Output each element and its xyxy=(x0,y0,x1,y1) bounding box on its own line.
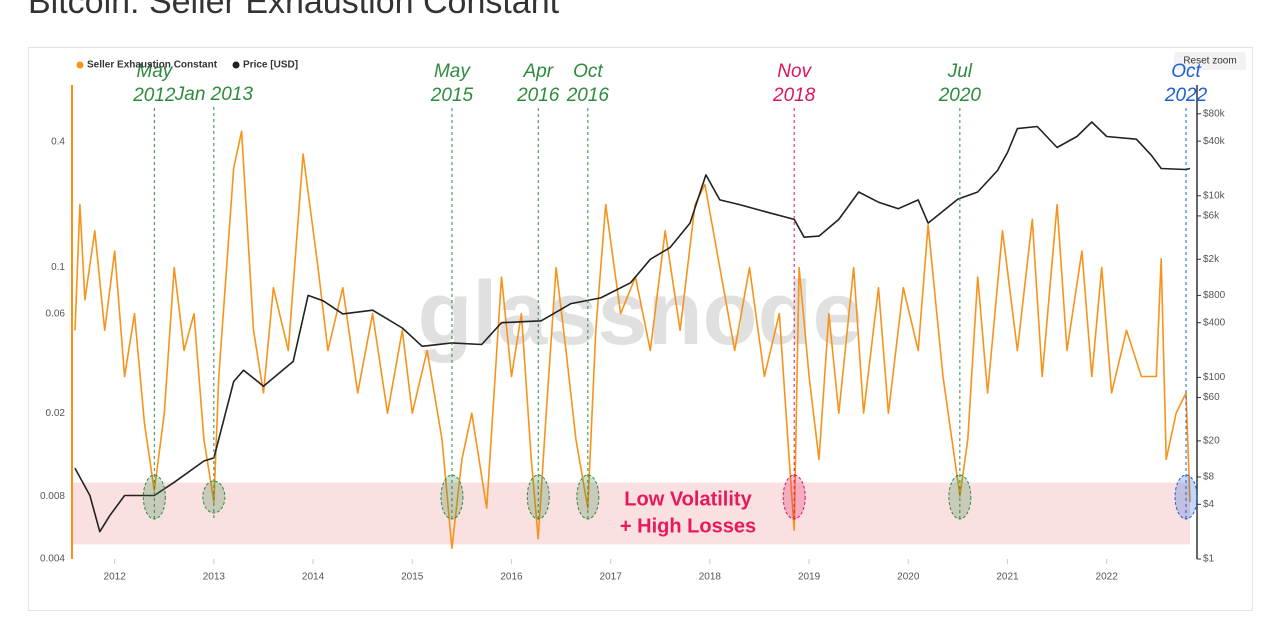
band-label: + High Losses xyxy=(620,515,756,537)
reset-button-bg[interactable] xyxy=(1174,52,1246,70)
watermark: glassnode xyxy=(417,264,862,364)
y2-tick-label: $8 xyxy=(1203,472,1215,483)
annotation-ellipse xyxy=(526,474,550,520)
y-tick-label: 0.004 xyxy=(40,554,65,565)
y2-tick-label: $2k xyxy=(1203,254,1220,265)
x-tick-label: 2015 xyxy=(401,572,424,583)
annotation-label: 2016 xyxy=(516,85,560,106)
y2-tick-label: $20 xyxy=(1203,436,1220,447)
y-tick-label: 0.4 xyxy=(51,137,65,148)
x-tick-label: 2013 xyxy=(203,572,226,583)
x-tick-label: 2014 xyxy=(302,572,325,583)
annotation-ellipse xyxy=(576,474,600,520)
band xyxy=(72,482,1190,545)
y2-tick-label: $4 xyxy=(1203,499,1215,510)
annotation-label: 2022 xyxy=(1164,85,1208,106)
annotation-label: Apr xyxy=(522,61,553,82)
series-line xyxy=(74,130,1191,550)
annotation-label: May xyxy=(136,61,173,82)
y-tick-label: 0.008 xyxy=(40,491,65,502)
series-line xyxy=(74,121,1191,533)
annotation-label: 2018 xyxy=(772,85,816,106)
y2-tick-label: $10k xyxy=(1203,190,1226,201)
annotation-label: 2012 xyxy=(132,85,176,106)
annotation-label: Jul xyxy=(947,61,973,82)
y2-tick-label: $100 xyxy=(1203,372,1226,383)
annotation-label: Oct xyxy=(573,61,603,82)
y-tick-label: 0.06 xyxy=(46,308,66,319)
annotation-label: 2016 xyxy=(566,85,610,106)
annotation-label: 2015 xyxy=(430,85,474,106)
annotation-ellipse xyxy=(202,480,226,514)
legend-label: Seller Exhaustion Constant xyxy=(87,60,218,71)
x-tick-label: 2018 xyxy=(699,572,722,583)
reset-button[interactable]: Reset zoom xyxy=(1183,56,1236,67)
y-tick-label: 0.02 xyxy=(46,408,66,419)
y2-tick-label: $60 xyxy=(1203,392,1220,403)
x-tick-label: 2021 xyxy=(996,572,1019,583)
x-tick-label: 2019 xyxy=(798,572,821,583)
chart-title: Bitcoin: Seller Exhaustion Constant xyxy=(28,0,560,21)
y2-tick-label: $400 xyxy=(1203,317,1226,328)
annotation-ellipse xyxy=(440,474,464,520)
legend-marker xyxy=(232,61,240,69)
y2-tick-label: $80k xyxy=(1203,108,1226,119)
annotation-label: Nov xyxy=(777,61,812,82)
x-tick-label: 2017 xyxy=(600,572,623,583)
band-label: Low Volatility xyxy=(624,488,752,510)
annotation-label: 2020 xyxy=(938,85,982,106)
annotation-ellipse xyxy=(142,474,166,520)
x-tick-label: 2016 xyxy=(500,572,523,583)
annotation-label: Oct xyxy=(1171,61,1201,82)
x-tick-label: 2020 xyxy=(897,572,920,583)
y-tick-label: 0.1 xyxy=(51,262,65,273)
y2-tick-label: $1 xyxy=(1203,554,1215,565)
y2-tick-label: $40k xyxy=(1203,136,1226,147)
x-tick-label: 2012 xyxy=(104,572,127,583)
annotation-label: May xyxy=(434,61,471,82)
y2-tick-label: $800 xyxy=(1203,290,1226,301)
annotation-label: Jan 2013 xyxy=(174,84,254,105)
x-tick-label: 2022 xyxy=(1096,572,1119,583)
legend-label: Price [USD] xyxy=(243,60,298,71)
annotation-ellipse xyxy=(782,474,806,520)
y2-tick-label: $6k xyxy=(1203,211,1220,222)
legend-marker xyxy=(76,61,84,69)
annotation-ellipse xyxy=(1174,474,1198,520)
annotation-ellipse xyxy=(948,474,972,520)
